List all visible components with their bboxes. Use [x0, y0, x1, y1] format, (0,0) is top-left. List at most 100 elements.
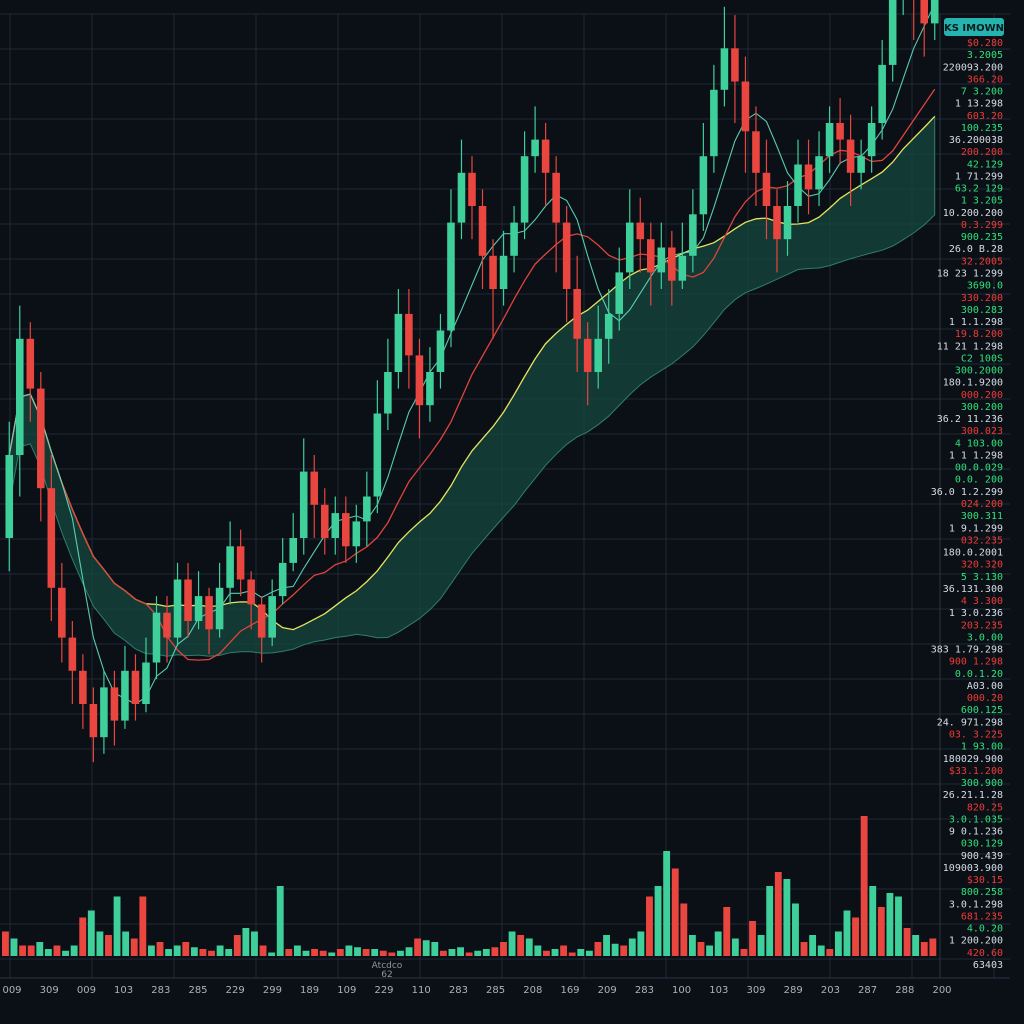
candle	[152, 596, 161, 680]
candle	[47, 455, 56, 621]
price-axis-label: 36.0 1.2.299	[931, 487, 1003, 498]
volume-bar	[646, 896, 653, 956]
candle	[226, 521, 234, 605]
volume-bar	[525, 938, 533, 956]
volume-bar	[96, 931, 104, 956]
candle-body	[257, 604, 266, 638]
price-axis-label: 000.200	[961, 390, 1003, 401]
price-axis-label: A03.00	[967, 681, 1003, 692]
volume-bar	[697, 942, 705, 956]
candle-body	[594, 338, 602, 372]
x-axis-label: 288	[895, 985, 914, 996]
candle-body	[5, 455, 14, 538]
timeframe-badge[interactable]: KS IMOWN	[944, 18, 1004, 36]
candle	[710, 64, 718, 173]
candle	[531, 106, 539, 173]
volume-bar	[105, 935, 112, 956]
candle-body	[142, 662, 150, 704]
price-axis-label: 109003.900	[943, 863, 1003, 874]
candle	[194, 571, 203, 630]
candle-body	[89, 704, 98, 738]
candle	[625, 189, 634, 289]
volume-bar	[792, 903, 799, 956]
candle	[913, 0, 915, 40]
candle	[678, 222, 687, 289]
candle	[583, 322, 592, 406]
price-axis-label: 024.200	[961, 499, 1003, 510]
candle	[604, 289, 613, 364]
candle	[720, 6, 729, 107]
x-axis-label: 309	[746, 985, 765, 996]
volume-bar	[500, 942, 507, 956]
price-axis-label: 36.131.300	[943, 584, 1003, 595]
price-axis-label: 4 103.00	[955, 438, 1003, 449]
candle	[173, 562, 182, 646]
price-axis-label: 3.0.00	[967, 632, 1003, 643]
volume-bar	[379, 950, 387, 956]
candle	[447, 189, 455, 348]
price-axis-label: 36.200038	[949, 135, 1003, 146]
x-axis-label: 189	[300, 985, 319, 996]
volume-bar	[491, 947, 499, 956]
candle-body	[678, 255, 687, 281]
volume-bar	[182, 942, 190, 956]
price-axis-label: 1 3.205	[961, 196, 1003, 207]
volume-bar	[551, 949, 559, 956]
volume-bar	[560, 945, 568, 956]
volume-bar	[637, 931, 645, 956]
price-axis-label: 900 1.298	[949, 657, 1003, 668]
candle-body	[163, 612, 171, 638]
x-axis-label: 229	[226, 985, 245, 996]
candle	[573, 255, 581, 372]
candle	[867, 106, 876, 173]
volume-bar	[508, 931, 516, 956]
candle	[920, 0, 929, 57]
volume-bar	[10, 938, 18, 956]
x-axis-label: 103	[114, 985, 133, 996]
volume-bar	[431, 942, 439, 956]
chart-caption-sub: 62	[381, 970, 392, 980]
price-axis-label: 3.0.1.035	[949, 814, 1003, 825]
candle	[552, 156, 560, 273]
candle	[762, 139, 771, 240]
candle-body	[26, 338, 35, 389]
candle	[520, 131, 529, 240]
volume-bar	[920, 942, 928, 956]
candle	[310, 455, 319, 538]
price-axis-label: 000.20	[967, 693, 1003, 704]
price-axis-label: 1 9.1.299	[949, 523, 1003, 534]
volume-bar	[225, 949, 233, 956]
candle	[878, 40, 886, 140]
candle	[415, 338, 424, 439]
x-axis-label: 285	[486, 985, 505, 996]
candle	[436, 313, 445, 389]
candle-body	[562, 222, 571, 289]
volume-bar	[903, 928, 911, 956]
x-axis-label: 200	[932, 985, 951, 996]
candle-body	[762, 172, 771, 206]
candle-body	[299, 471, 308, 538]
candle-body	[888, 0, 897, 65]
volume-bar	[517, 935, 525, 956]
candle	[5, 421, 14, 572]
price-axis-label: 300.283	[961, 305, 1003, 316]
candle	[741, 56, 750, 173]
candle-body	[457, 172, 466, 223]
volume-bar	[328, 952, 336, 956]
candle	[121, 645, 129, 729]
candle-body	[205, 596, 213, 630]
candle	[342, 496, 350, 563]
candle	[752, 106, 760, 206]
candle-body	[836, 123, 844, 140]
candle	[236, 529, 245, 597]
candle	[79, 654, 87, 729]
candle-body	[342, 513, 350, 547]
candle-body	[752, 131, 760, 173]
candle-body	[37, 388, 45, 489]
volume-bar	[147, 945, 155, 956]
price-axis-label: 1 1 1.298	[949, 451, 1003, 462]
volume-bar	[448, 949, 456, 956]
candle-body	[384, 372, 392, 414]
